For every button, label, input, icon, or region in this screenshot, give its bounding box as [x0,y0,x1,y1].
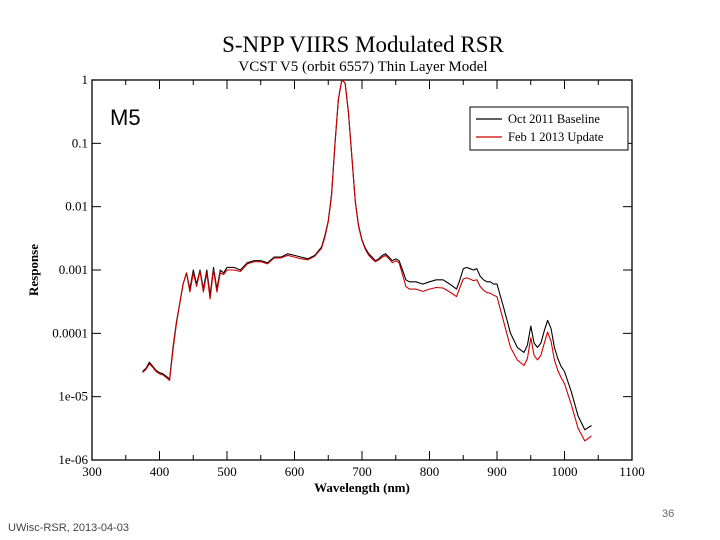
footer-source: UWisc-RSR, 2013-04-03 [8,522,130,534]
legend: Oct 2011 Baseline Feb 1 2013 Update [469,106,629,151]
x-tick-label: 1000 [552,464,578,479]
x-tick-label: 400 [150,464,170,479]
y-tick-label: 0.0001 [52,325,88,340]
y-tick-label: 0.001 [59,262,88,277]
x-tick-label: 300 [82,464,102,479]
y-tick-labels: 1e-06 1e-05 0.0001 0.001 0.01 0.1 1 [52,72,88,467]
x-tick-label: 500 [217,464,237,479]
y-tick-label: 1e-06 [58,452,88,467]
x-axis-label: Wavelength (nm) [314,480,410,495]
page-number: 36 [662,508,675,520]
x-tick-label: 900 [487,464,507,479]
panel-label: M5 [110,105,141,130]
x-tick-label: 700 [352,464,372,479]
y-tick-label: 0.1 [72,135,88,150]
chart-subtitle: VCST V5 (orbit 6557) Thin Layer Model [238,59,487,75]
legend-label-baseline: Oct 2011 Baseline [508,112,600,126]
y-tick-label: 1e-05 [58,389,88,404]
x-tick-label: 1100 [619,464,645,479]
chart-title: S-NPP VIIRS Modulated RSR [222,32,504,57]
y-tick-label: 1 [82,72,89,87]
x-tick-labels: 300 400 500 600 700 800 900 1000 1100 [82,464,645,479]
y-tick-label: 0.01 [65,199,88,214]
legend-label-update: Feb 1 2013 Update [508,130,604,144]
legend-box [469,106,629,151]
x-tick-label: 600 [285,464,305,479]
x-tick-label: 800 [420,464,440,479]
y-axis-label: Response [26,244,41,296]
series-line-update [142,79,592,442]
series-lines [142,79,592,442]
